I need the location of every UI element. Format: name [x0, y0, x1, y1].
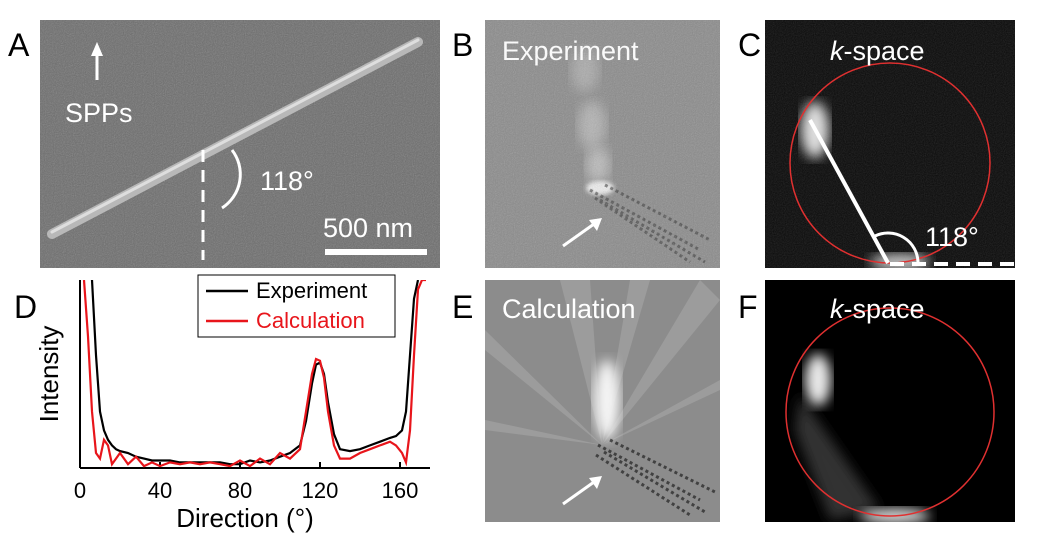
direction-line [808, 119, 890, 264]
title-rest: -space [844, 36, 925, 66]
panel-label: B [452, 27, 473, 63]
nanowire [47, 37, 423, 239]
angle-arc [874, 231, 920, 263]
nanowire-highlight [50, 38, 420, 234]
angle-label: 118° [925, 222, 979, 252]
legend-label: Experiment [256, 278, 367, 303]
panel-label: A [8, 27, 30, 63]
shadow-band [795, 395, 880, 520]
calculation-features [485, 280, 720, 517]
bright-spot [860, 508, 930, 522]
arrow-head [589, 476, 602, 489]
legend [197, 274, 396, 338]
panel-a: SPPs 118° 500 nm A [8, 20, 440, 268]
panel-e: Calculation E [452, 280, 720, 522]
x-tick-label: 40 [148, 478, 172, 503]
x-tick-label: 80 [228, 478, 252, 503]
x-tick-label: 0 [74, 478, 86, 503]
arrow [562, 480, 595, 506]
x-tick-label: 160 [382, 478, 419, 503]
angle-arc [221, 149, 242, 210]
kspace-circle [785, 307, 995, 517]
title-rest: -space [844, 294, 925, 324]
x-tick-label: 120 [302, 478, 339, 503]
series-line [82, 280, 426, 468]
panel-d: D 0 40 80 120 160 Direction (°) Intensity Exper… [14, 274, 430, 533]
plot-area [82, 280, 426, 468]
kspace-image [765, 280, 1015, 522]
angle-label: 118° [260, 166, 314, 196]
panel-title: Experiment [502, 36, 639, 66]
arrow [562, 222, 595, 248]
panel-title: k-space [830, 36, 925, 66]
bright-lobe [594, 360, 620, 440]
scale-bar-label: 500 nm [323, 213, 413, 243]
image-noise [485, 20, 720, 268]
y-axis-label: Intensity [34, 326, 64, 423]
panel-title: k-space [830, 294, 925, 324]
title-italic: k [830, 36, 845, 66]
scale-bar [325, 249, 427, 255]
radial-stripes [485, 280, 720, 445]
arrow-head [91, 42, 103, 56]
panel-c: 118° k-space C [738, 20, 1015, 268]
arrow-label: SPPs [65, 98, 133, 128]
legend-label: Calculation [256, 308, 365, 333]
panel-f: k-space F [738, 280, 1015, 522]
bright-spot [805, 354, 831, 406]
panel-label: C [738, 27, 761, 63]
panel-label: F [738, 289, 758, 325]
panel-title: Calculation [502, 294, 636, 324]
x-axis-label: Direction (°) [176, 503, 314, 533]
title-italic: k [830, 294, 845, 324]
arrow-head [589, 218, 602, 231]
panel-b: Experiment B [452, 20, 720, 268]
panel-label: E [452, 289, 473, 325]
panel-label: D [14, 289, 37, 325]
